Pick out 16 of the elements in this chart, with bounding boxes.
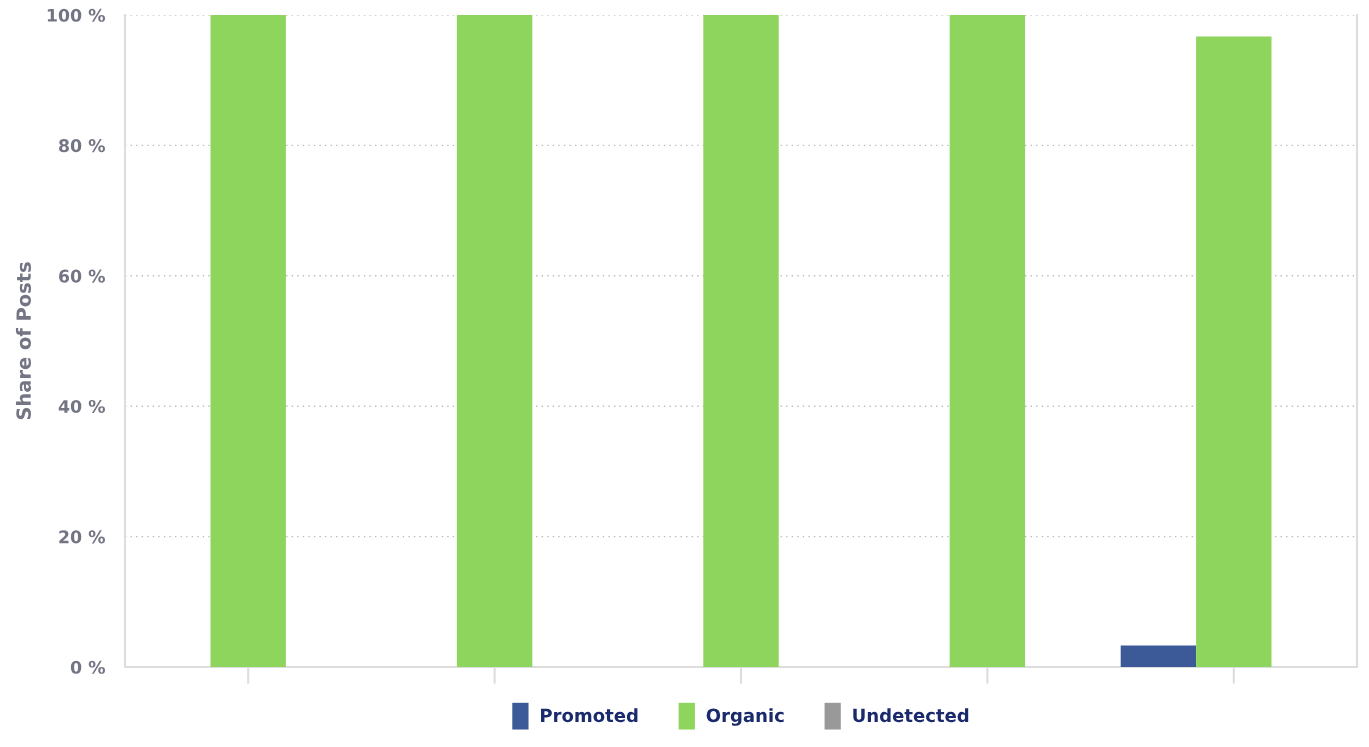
bar <box>949 15 1026 667</box>
legend-label: Promoted <box>541 708 638 723</box>
y-tick-label: 80 % <box>59 139 105 153</box>
y-tick-label: 20 % <box>59 530 105 544</box>
y-tick-label: 100 % <box>47 8 105 22</box>
y-axis-title: Share of Posts <box>15 262 31 420</box>
bar <box>1120 645 1197 667</box>
y-tick-label: 0 % <box>70 660 105 674</box>
legend-label: Undetected <box>853 708 969 723</box>
y-tick-label: 40 % <box>58 399 105 414</box>
bar <box>1196 36 1272 667</box>
y-tick-label: 60 % <box>59 269 105 283</box>
bar <box>703 15 779 667</box>
legend-label: Organic <box>706 708 784 726</box>
bar <box>456 15 533 667</box>
bar <box>210 15 286 667</box>
